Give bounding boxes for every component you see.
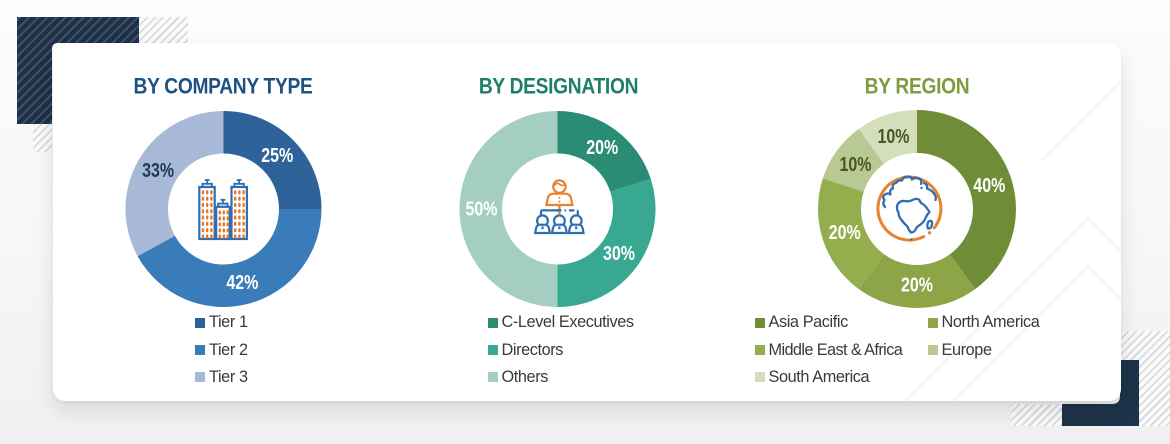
svg-text:42%: 42% [226,272,258,294]
svg-text:25%: 25% [261,145,293,167]
svg-text:20%: 20% [586,137,618,159]
svg-text:40%: 40% [973,175,1005,197]
svg-text:30%: 30% [603,243,635,265]
svg-text:50%: 50% [466,199,498,221]
svg-text:10%: 10% [878,126,910,148]
svg-text:20%: 20% [901,275,933,297]
svg-text:10%: 10% [840,154,872,176]
svg-text:33%: 33% [142,160,174,182]
svg-text:20%: 20% [829,222,861,244]
